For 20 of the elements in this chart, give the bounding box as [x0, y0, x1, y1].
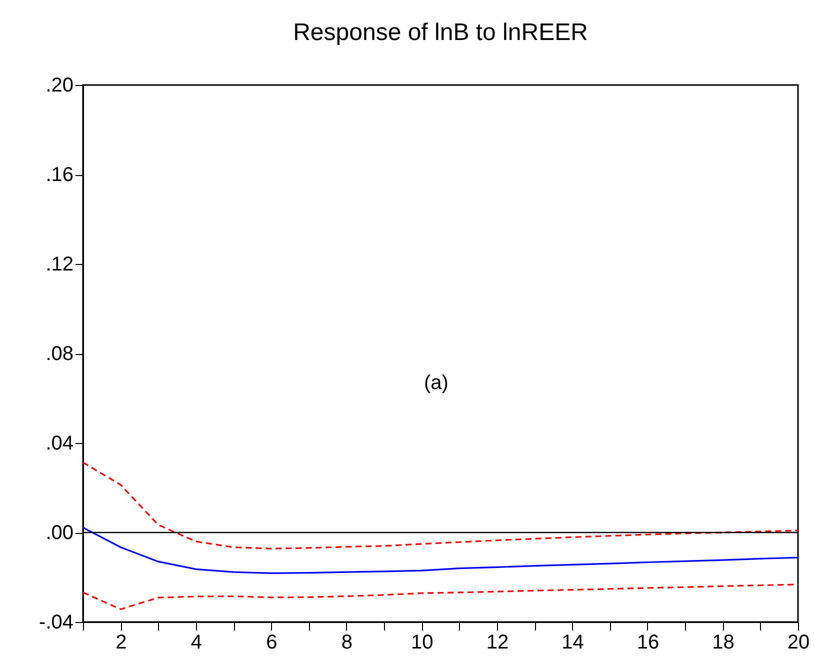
y-tick-label: .00 [46, 522, 74, 544]
chart-title: Response of lnB to lnREER [293, 19, 588, 46]
x-tick-label: 8 [341, 632, 352, 654]
x-tick-label: 16 [636, 632, 660, 654]
y-tick-label: -.04 [39, 612, 74, 634]
x-tick-label: 2 [116, 632, 127, 654]
y-tick-label: .20 [46, 74, 74, 96]
x-tick-label: 10 [411, 632, 434, 654]
x-tick-label: 12 [486, 632, 509, 654]
y-tick-label: .12 [46, 254, 74, 276]
x-tick-label: 6 [266, 632, 278, 654]
y-tick-label: .16 [46, 164, 74, 186]
y-tick-label: .04 [46, 432, 74, 454]
x-tick-label: 20 [787, 632, 810, 654]
y-tick-label: .08 [46, 343, 74, 365]
x-tick-label: 18 [712, 632, 734, 654]
annotation: (a) [424, 372, 448, 394]
x-tick-label: 14 [562, 632, 584, 654]
line-series [82, 584, 799, 610]
x-tick-label: 4 [190, 632, 202, 654]
